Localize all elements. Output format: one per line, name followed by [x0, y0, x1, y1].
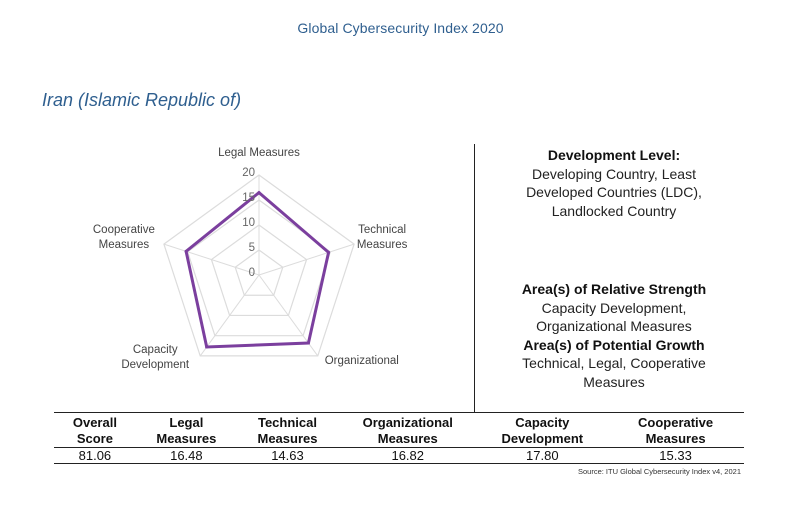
radar-axis-label-line: Legal Measures [218, 146, 300, 159]
strength-line: Organizational Measures [536, 318, 692, 334]
radar-spoke [258, 274, 319, 357]
radar-tick-label: 15 [242, 192, 255, 204]
table-header-line: Legal [169, 415, 204, 430]
table-header-technical: Technical Measures [236, 412, 339, 448]
radar-axis-label-line: Technical [358, 224, 407, 237]
score-table-header-row: Overall Score Legal Measures Technical M… [54, 412, 744, 448]
country-name: Iran (Islamic Republic of) [42, 90, 242, 110]
radar-data-point [184, 249, 188, 253]
radar-data-point [327, 250, 331, 254]
radar-axis-label-line: Capacity [132, 343, 178, 356]
table-header-organizational: Organizational Measures [338, 412, 478, 448]
radar-grid-ring [186, 199, 332, 337]
radar-grid-ring [163, 174, 355, 357]
radar-axis-label: Organizational [307, 354, 417, 369]
radar-spoke [258, 243, 355, 276]
table-header-line: Organizational [362, 415, 453, 430]
development-level-line: Landlocked Country [551, 202, 677, 219]
table-header-line: Measures [377, 431, 438, 446]
radar-grid-ring [234, 249, 284, 296]
table-header-legal: Legal Measures [135, 412, 237, 448]
vertical-divider [474, 144, 475, 412]
radar-data-point [205, 345, 209, 349]
page-header: Global Cybersecurity Index 2020 [297, 20, 504, 36]
radar-series-line [184, 190, 331, 349]
radar-axis-label: Legal Measures [204, 146, 314, 161]
cooperative-score-cell: 15.33 [607, 447, 744, 464]
table-header-line: Technical [257, 415, 317, 430]
development-level-line: Developing Country, Least [532, 165, 696, 182]
legal-score-cell: 16.48 [135, 447, 237, 464]
source-note: Source: ITU Global Cybersecurity Index v… [578, 467, 741, 476]
strength-line: Capacity Development, [541, 299, 687, 316]
radar-grid-ring [210, 224, 308, 317]
growth-line: Measures [583, 373, 645, 390]
radar-tick-label: 0 [248, 267, 255, 279]
table-header-line: Score [76, 431, 113, 446]
radar-axis-label-line: Measures [356, 239, 408, 252]
table-header-cooperative: Cooperative Measures [607, 412, 744, 448]
table-header-line: Development [501, 431, 584, 446]
radar-axis-label: Technical Measures [327, 223, 437, 253]
table-header-line: Measures [257, 431, 318, 446]
development-level-heading: Development Level: [547, 147, 681, 163]
growth-line: Technical, Legal, Cooperative [522, 355, 706, 371]
radar-axis-label-line: Measures [98, 239, 150, 252]
development-level: Development Level: Developing Country, L… [486, 146, 742, 220]
organizational-score-cell: 16.82 [338, 447, 478, 464]
radar-spoke [199, 274, 260, 357]
radar-tick-label: 20 [242, 167, 255, 179]
table-header-line: Overall [72, 415, 117, 430]
score-table: Overall Score Legal Measures Technical M… [54, 412, 744, 464]
table-header-overall: Overall Score [54, 412, 136, 448]
radar-axis-label-line: Cooperative [92, 224, 155, 237]
table-header-line: Measures [156, 431, 217, 446]
radar-axis-label: Cooperative Measures [69, 223, 179, 253]
table-header-line: Measures [645, 431, 706, 446]
table-header-line: Cooperative [638, 415, 714, 430]
radar-data-point [257, 191, 261, 195]
radar-axis-label-line: Organizational [324, 355, 399, 368]
strength-heading: Area(s) of Relative Strength [521, 281, 707, 297]
technical-score-cell: 14.63 [236, 447, 339, 464]
radar-data-point [306, 341, 310, 345]
overall-score-cell: 81.06 [54, 447, 136, 464]
capacity-score-cell: 17.80 [477, 447, 608, 464]
table-row: 81.06 16.48 14.63 16.82 17.80 15.33 [54, 447, 744, 464]
radar-spoke [163, 243, 260, 276]
radar-axis-label-line: Development [121, 358, 190, 371]
development-level-line: Developed Countries (LDC), [526, 184, 702, 200]
radar-tick-label: 5 [248, 242, 255, 254]
growth-heading: Area(s) of Potential Growth [523, 336, 705, 353]
radar-tick-label: 10 [242, 217, 255, 229]
radar-axis-label: Capacity Development [100, 343, 210, 373]
table-header-line: Capacity [515, 415, 570, 430]
strength-growth: Area(s) of Relative Strength Capacity De… [486, 280, 742, 391]
table-header-capacity: Capacity Development [477, 412, 608, 448]
